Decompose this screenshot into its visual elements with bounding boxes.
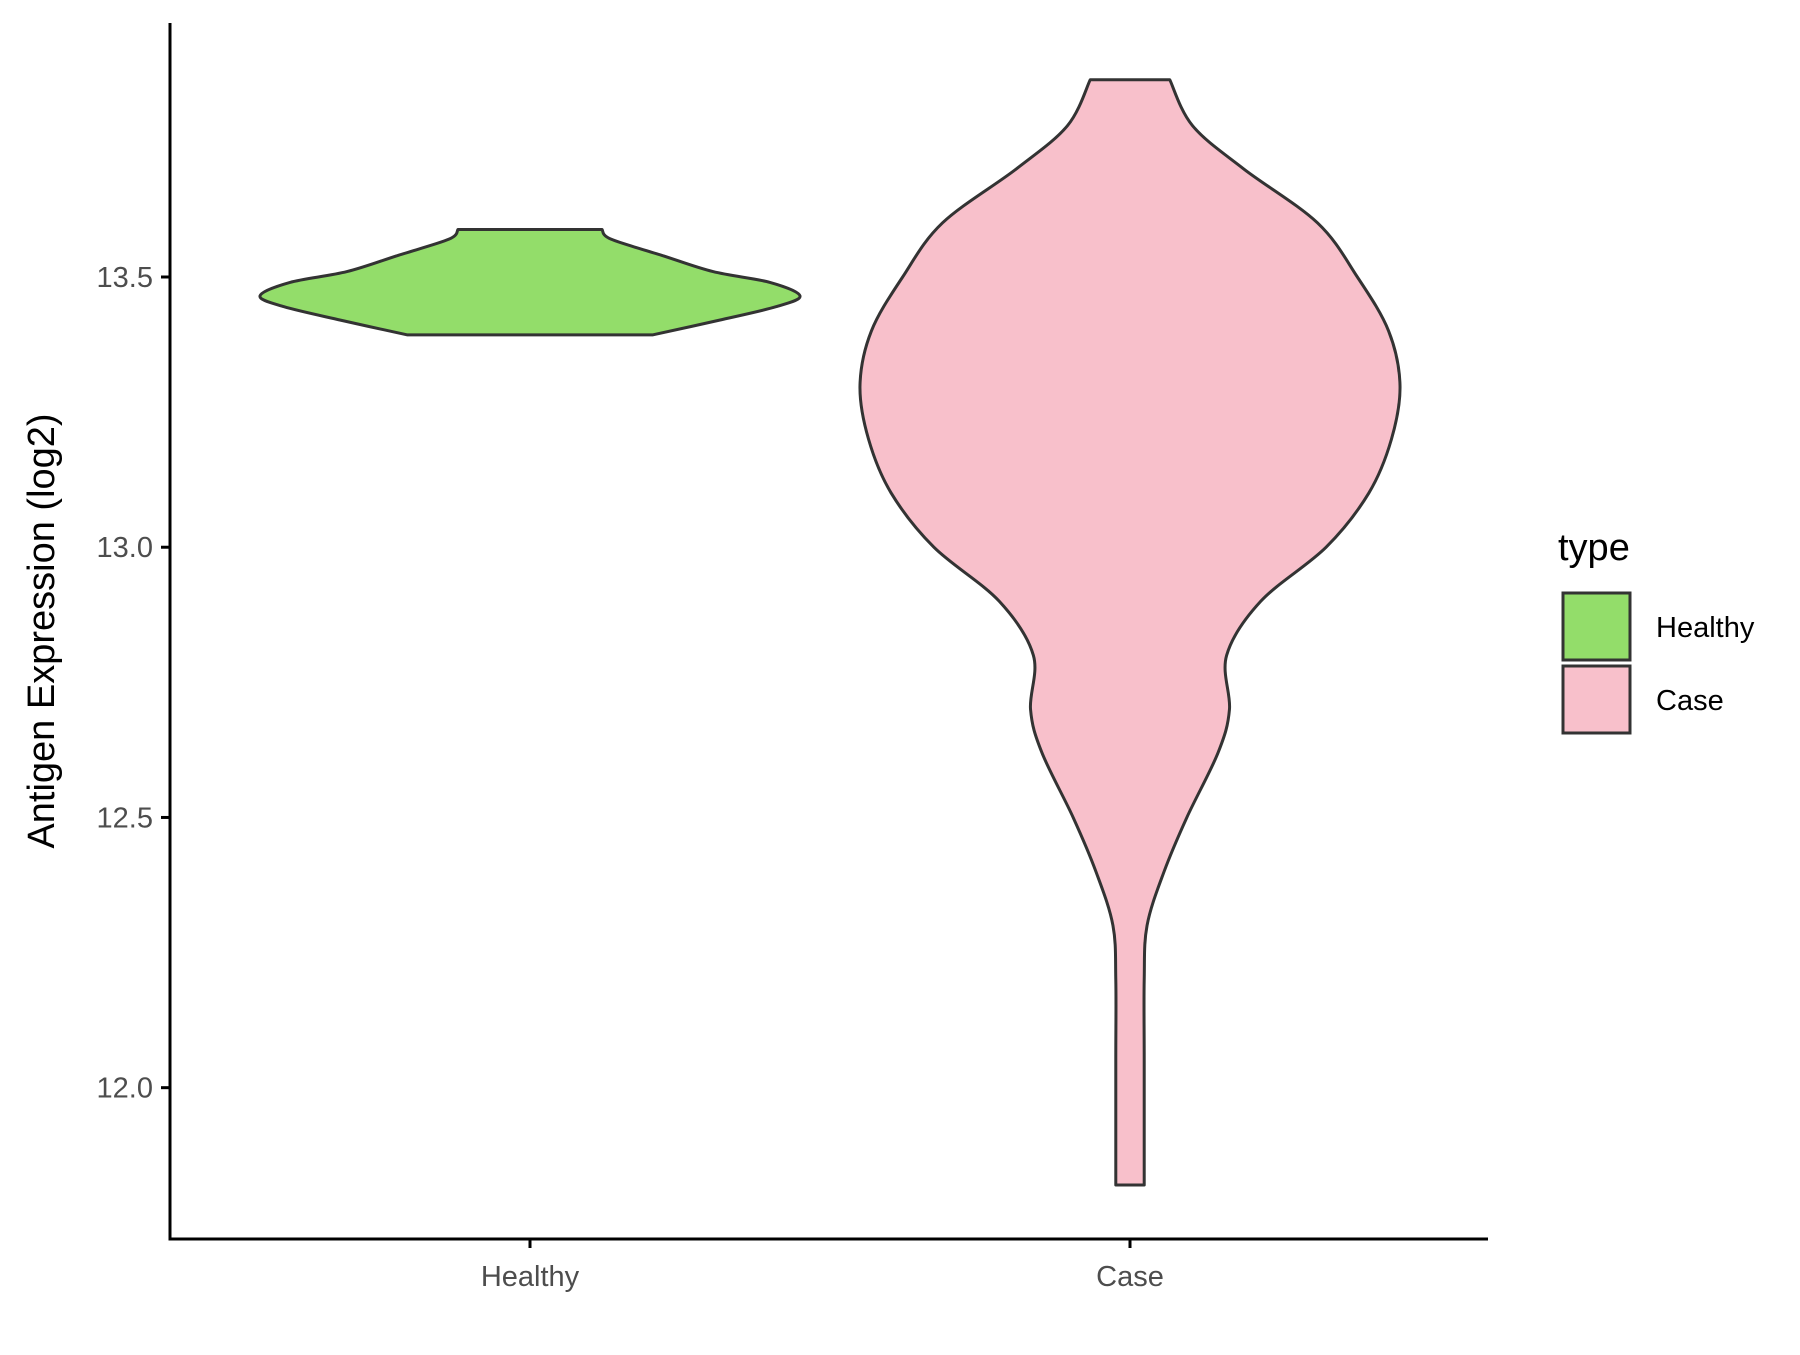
x-tick-label: Healthy	[481, 1261, 580, 1293]
legend-swatch	[1561, 591, 1632, 662]
y-axis-title: Antigen Expression (log2)	[21, 413, 63, 848]
legend-title: type	[1558, 527, 1630, 569]
y-ticks: 12.0 12.5 13.0 13.5	[97, 262, 170, 1105]
violin-healthy	[258, 227, 802, 337]
legend-items: Healthy Case	[1561, 591, 1755, 735]
y-tick-label: 12.5	[97, 802, 153, 834]
legend-swatch	[1561, 664, 1632, 735]
legend: type Healthy Case	[1558, 527, 1755, 735]
y-tick-label: 13.5	[97, 262, 153, 294]
legend-label: Case	[1656, 685, 1724, 717]
y-tick-label: 13.0	[97, 532, 153, 564]
violin-case	[858, 78, 1402, 1187]
y-tick-label: 12.0	[97, 1073, 153, 1105]
legend-label: Healthy	[1656, 612, 1755, 644]
axes	[168, 23, 1488, 1241]
violins	[258, 78, 1402, 1187]
x-tick-label: Case	[1096, 1261, 1164, 1293]
x-ticks: Healthy Case	[481, 1239, 1164, 1293]
